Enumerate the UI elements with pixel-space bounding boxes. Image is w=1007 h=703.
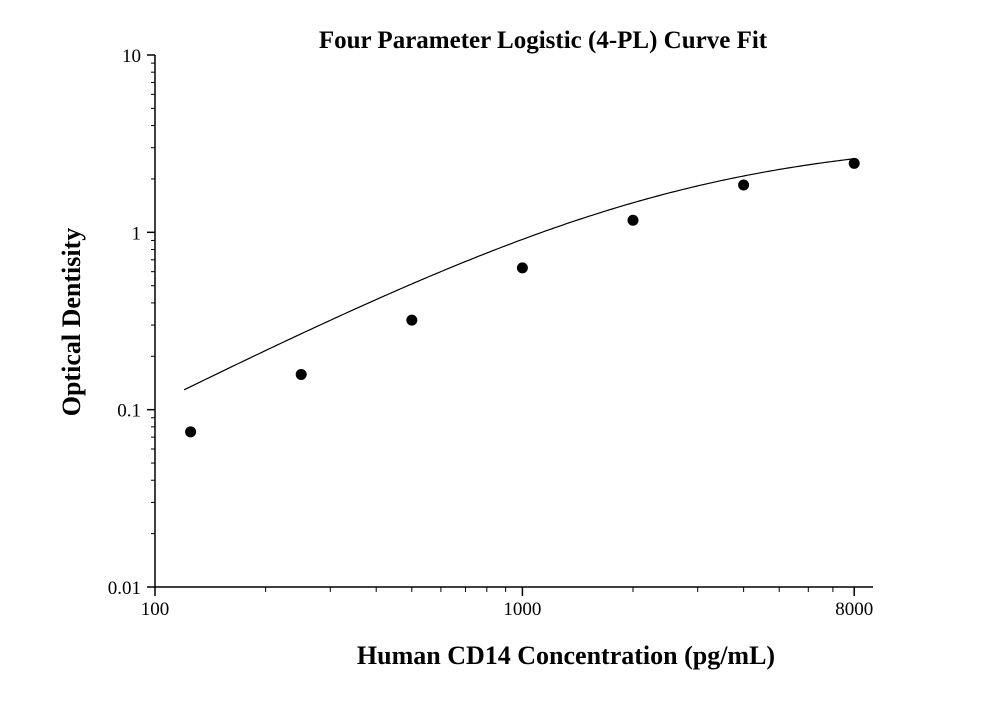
y-axis-label: Optical Dentisity bbox=[57, 228, 86, 417]
data-point bbox=[406, 314, 418, 326]
x-tick-label: 8000 bbox=[835, 599, 873, 620]
axes bbox=[154, 55, 873, 588]
data-point bbox=[185, 426, 197, 438]
chart-title: Four Parameter Logistic (4-PL) Curve Fit bbox=[319, 27, 768, 54]
data-point bbox=[627, 214, 639, 226]
fit-curve-line bbox=[183, 158, 855, 391]
data-points bbox=[185, 157, 860, 438]
data-point bbox=[516, 262, 528, 274]
ticks: 0.01 0.1 1 10 100 1000 8000 bbox=[108, 46, 873, 620]
x-tick-label: 1000 bbox=[503, 599, 541, 620]
y-tick-label: 0.1 bbox=[117, 401, 141, 422]
y-tick-label: 10 bbox=[122, 46, 141, 67]
y-tick-label: 0.01 bbox=[108, 578, 141, 599]
data-point bbox=[848, 157, 860, 169]
x-tick-label: 100 bbox=[141, 599, 170, 620]
y-tick-label: 1 bbox=[132, 223, 142, 244]
data-point bbox=[738, 179, 750, 191]
fit-curve bbox=[183, 158, 855, 391]
data-point bbox=[295, 368, 307, 380]
x-axis-label: Human CD14 Concentration (pg/mL) bbox=[357, 641, 775, 670]
